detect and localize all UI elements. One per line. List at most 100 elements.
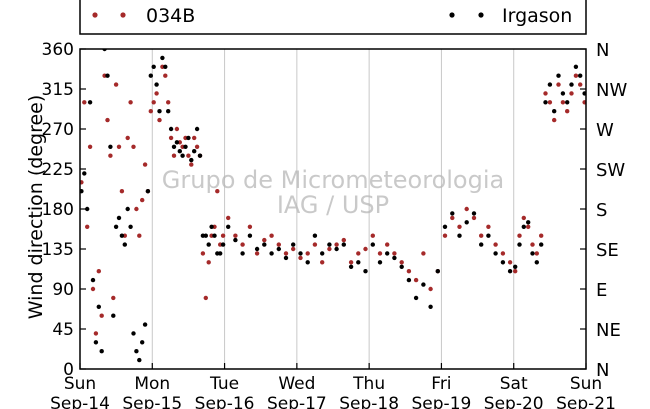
x-tick-day: Thu (352, 374, 385, 394)
legend-marker-irgason-left (449, 12, 455, 18)
point-irgason (341, 242, 346, 247)
y2-tick-label: E (596, 280, 607, 301)
point-irgason (560, 91, 566, 96)
point-034b (450, 215, 455, 221)
point-034b (428, 286, 433, 292)
point-irgason (507, 269, 513, 274)
y-tick-label: 0 (63, 360, 74, 380)
point-irgason (406, 277, 412, 283)
point-irgason (171, 144, 177, 149)
legend-label-irgason: Irgason (502, 5, 572, 27)
point-034b (582, 100, 586, 105)
point-034b (327, 246, 332, 252)
point-irgason (233, 237, 238, 243)
point-irgason (356, 260, 361, 265)
point-irgason (122, 242, 128, 247)
point-irgason (363, 269, 368, 274)
point-irgason (157, 109, 162, 114)
y2-tick-label: NE (596, 320, 621, 341)
point-034b (363, 246, 368, 252)
point-irgason (320, 251, 325, 256)
point-irgason (148, 73, 153, 78)
point-irgason (513, 264, 518, 269)
point-034b (85, 224, 90, 229)
point-irgason (145, 189, 151, 194)
point-034b (464, 206, 469, 212)
point-034b (137, 233, 142, 238)
point-034b (305, 251, 310, 256)
point-034b (471, 215, 477, 221)
x-tick-day: Wed (278, 374, 315, 394)
point-irgason (399, 264, 404, 269)
point-irgason (142, 322, 148, 327)
point-irgason (192, 149, 197, 154)
y2-tick-label: SE (596, 240, 619, 261)
point-irgason (166, 109, 171, 114)
point-034b (312, 242, 318, 247)
point-irgason (578, 73, 583, 78)
point-irgason (168, 126, 174, 132)
point-034b (220, 233, 226, 238)
point-irgason (105, 73, 110, 78)
point-irgason (85, 206, 90, 212)
point-irgason (218, 251, 223, 256)
point-034b (421, 251, 426, 256)
point-034b (392, 251, 397, 256)
point-034b (200, 251, 206, 256)
point-034b (552, 117, 557, 123)
y-tick-label: 315 (42, 80, 74, 100)
point-irgason (137, 357, 142, 363)
point-irgason (240, 251, 245, 256)
point-034b (547, 100, 553, 105)
point-irgason (82, 171, 87, 176)
point-irgason (160, 55, 165, 61)
point-034b (119, 189, 125, 194)
point-034b (80, 180, 84, 185)
point-irgason (80, 189, 84, 194)
point-irgason (569, 82, 574, 87)
point-034b (82, 100, 87, 105)
point-034b (413, 277, 419, 283)
point-034b (134, 206, 139, 212)
point-irgason (183, 144, 188, 149)
point-034b (105, 117, 110, 123)
point-034b (99, 313, 104, 318)
point-irgason (247, 233, 253, 238)
point-034b (517, 233, 522, 238)
point-irgason (534, 260, 539, 265)
point-034b (247, 224, 253, 229)
y2-tick-label: N (596, 40, 609, 61)
point-irgason (582, 91, 586, 96)
point-irgason (486, 233, 491, 238)
point-irgason (108, 144, 113, 149)
point-irgason (269, 251, 274, 256)
y-tick-label: 225 (42, 160, 74, 180)
point-irgason (442, 224, 448, 229)
point-034b (457, 224, 462, 229)
point-irgason (151, 64, 156, 70)
point-irgason (543, 100, 548, 105)
point-034b (240, 242, 245, 247)
point-034b (192, 135, 197, 141)
point-034b (116, 144, 122, 149)
point-irgason (119, 233, 125, 238)
point-irgason (565, 100, 570, 105)
point-irgason (291, 242, 296, 247)
point-034b (356, 251, 361, 256)
point-034b (168, 135, 174, 141)
x-tick-date: Sep-18 (339, 394, 399, 409)
point-034b (530, 242, 535, 247)
point-034b (96, 269, 102, 274)
point-irgason (457, 233, 462, 238)
legend-frame (79, 0, 587, 35)
point-irgason (450, 211, 455, 216)
point-034b (254, 251, 260, 256)
point-irgason (305, 260, 310, 265)
x-tick-date: Sep-14 (50, 394, 110, 409)
point-034b (186, 153, 191, 158)
y2-tick-label: N (596, 360, 609, 381)
y2-tick-label: SW (596, 160, 625, 181)
legend-marker-irgason-right (478, 12, 484, 18)
point-irgason (334, 246, 339, 252)
point-034b (111, 295, 116, 301)
